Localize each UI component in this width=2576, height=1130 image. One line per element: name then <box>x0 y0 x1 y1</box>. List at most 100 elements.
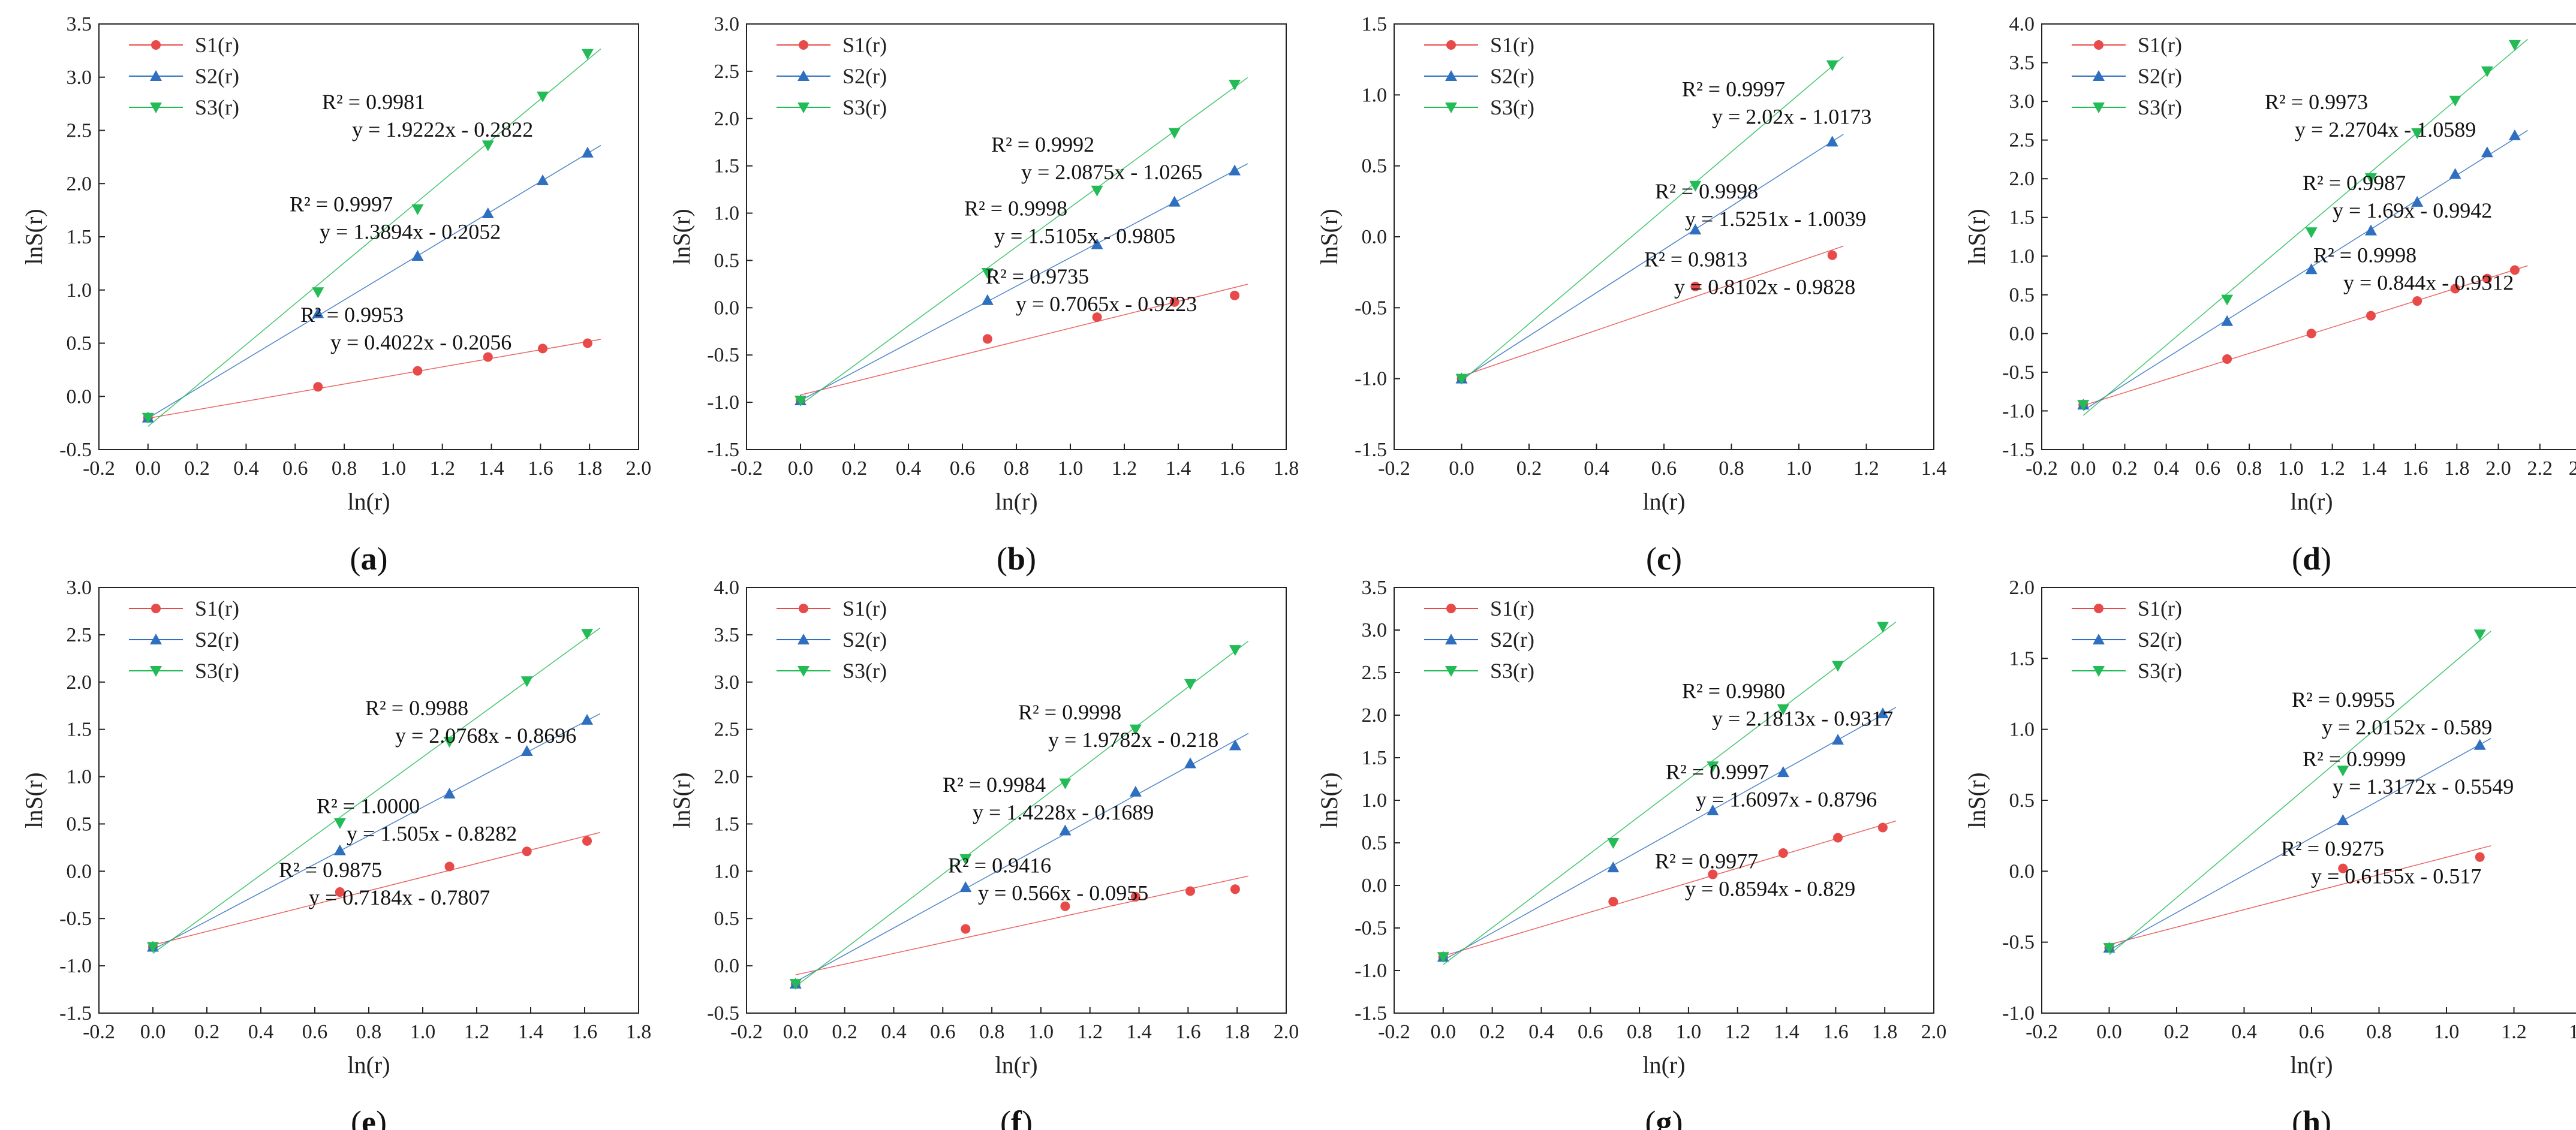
y-tick-label: 3.5 <box>1362 577 1388 599</box>
y-tick-label: 0.0 <box>67 385 92 408</box>
y-axis-title: lnS(r) <box>20 772 47 828</box>
legend-label: S3(r) <box>195 95 239 119</box>
legend-marker <box>151 40 161 50</box>
data-point <box>411 204 424 215</box>
data-point <box>312 287 324 299</box>
y-tick-label: 1.0 <box>1362 84 1388 106</box>
legend-label: S3(r) <box>1490 95 1534 119</box>
legend-label: S2(r) <box>842 628 887 652</box>
legend-label: S2(r) <box>2138 628 2182 652</box>
chart-panel-h: -0.2 0.0 0.2 0.4 0.6 0.8 1.0 1.2 1.4 -1.0 -0.5 0.0 0… <box>1963 577 2576 1130</box>
equation-label: y = 1.6097x - 0.8796 <box>1696 788 1877 812</box>
x-tick-label: 0.2 <box>2164 1021 2190 1043</box>
legend-label: S3(r) <box>842 95 887 119</box>
data-point <box>2481 66 2493 77</box>
r2-label: R² = 0.9998 <box>1018 700 1121 724</box>
data-point <box>483 352 493 362</box>
legend-marker <box>151 604 161 613</box>
legend-marker <box>798 634 809 644</box>
legend-marker <box>799 604 808 613</box>
r2-label: R² = 1.0000 <box>317 794 420 818</box>
x-tick-label: 1.0 <box>410 1021 436 1043</box>
r2-label: R² = 0.9981 <box>322 90 425 114</box>
x-tick-label: 0.4 <box>2231 1021 2257 1043</box>
data-point <box>1229 645 1241 656</box>
y-tick-label: 0.0 <box>714 955 740 977</box>
data-point <box>1607 838 1620 849</box>
x-tick-label: 1.2 <box>1112 457 1137 480</box>
x-tick-label: 2.0 <box>1274 1021 1299 1043</box>
equation-label: y = 0.7065x - 0.9223 <box>1016 292 1197 316</box>
x-axis-title: ln(r) <box>995 488 1037 515</box>
panel-label: (a) <box>350 541 388 577</box>
y-tick-label: 4.0 <box>2009 13 2035 35</box>
y-tick-label: 2.0 <box>2009 168 2035 190</box>
legend-label: S2(r) <box>195 64 239 88</box>
legend-marker <box>150 70 162 81</box>
legend-marker <box>1446 40 1456 50</box>
data-point <box>1168 128 1181 139</box>
x-tick-label: 0.8 <box>2366 1021 2392 1043</box>
data-point <box>2221 294 2234 306</box>
y-axis-title: lnS(r) <box>668 209 695 264</box>
data-point <box>582 836 592 846</box>
x-tick-label: 1.0 <box>1058 457 1084 480</box>
panel-label: (b) <box>997 541 1036 577</box>
data-point <box>1608 896 1618 906</box>
legend-marker <box>2094 40 2103 50</box>
x-tick-label: 1.6 <box>1823 1021 1849 1043</box>
y-tick-label: -0.5 <box>2002 932 2035 954</box>
x-tick-label: 2.0 <box>626 457 652 480</box>
data-point <box>1092 312 1102 323</box>
data-point <box>961 924 971 934</box>
x-tick-label: 1.4 <box>1921 457 1947 480</box>
y-tick-label: 0.5 <box>714 249 740 272</box>
x-tick-label: 1.0 <box>1786 457 1812 480</box>
data-point <box>1708 869 1718 879</box>
y-tick-label: 0.5 <box>67 333 92 355</box>
equation-label: y = 1.9222x - 0.2822 <box>352 117 533 141</box>
data-point <box>1876 622 1889 633</box>
data-point <box>1689 180 1702 192</box>
fit-line-s1r <box>1443 820 1897 957</box>
x-tick-label: 0.2 <box>184 457 210 480</box>
equation-label: y = 2.0875x - 1.0265 <box>1021 160 1202 184</box>
data-point <box>2449 95 2461 107</box>
legend-label: S1(r) <box>2138 596 2182 620</box>
y-tick-label: 3.5 <box>2009 52 2035 74</box>
y-tick-label: -0.5 <box>59 908 92 930</box>
x-tick-label: 1.0 <box>1028 1021 1054 1043</box>
data-point <box>2473 739 2486 750</box>
x-tick-label: 1.4 <box>479 457 504 480</box>
data-point <box>1876 707 1889 719</box>
data-point <box>2508 129 2521 140</box>
y-axis-title: lnS(r) <box>1316 209 1343 264</box>
y-axis-title: lnS(r) <box>1963 209 1990 264</box>
data-point <box>1129 785 1142 797</box>
x-axis-title: ln(r) <box>1642 1051 1685 1078</box>
x-tick-label: 1.4 <box>2569 1021 2576 1043</box>
y-tick-label: -1.5 <box>1355 1002 1387 1024</box>
fit-line-s3r <box>1461 56 1844 382</box>
x-tick-label: 0.8 <box>1004 457 1030 480</box>
x-tick-label: 0.0 <box>783 1021 809 1043</box>
data-point <box>1169 297 1179 307</box>
data-point <box>333 818 346 829</box>
fit-line-s3r <box>2109 631 2491 956</box>
data-point <box>2306 329 2316 339</box>
x-tick-label: 0.8 <box>979 1021 1005 1043</box>
equation-label: y = 1.69x - 0.9942 <box>2333 198 2492 222</box>
data-point <box>2221 315 2234 326</box>
equation-label: y = 1.3894x - 0.2052 <box>320 219 501 243</box>
x-tick-label: 1.4 <box>518 1021 544 1043</box>
plot-frame <box>746 587 1287 1014</box>
data-point <box>1230 884 1240 894</box>
data-point <box>2508 40 2521 51</box>
data-point <box>520 676 533 688</box>
y-tick-label: 1.5 <box>1362 747 1388 769</box>
y-tick-label: 2.0 <box>67 671 92 694</box>
data-point <box>333 844 346 855</box>
y-tick-label: 1.5 <box>1362 13 1388 35</box>
y-tick-label: 0.5 <box>2009 790 2035 812</box>
